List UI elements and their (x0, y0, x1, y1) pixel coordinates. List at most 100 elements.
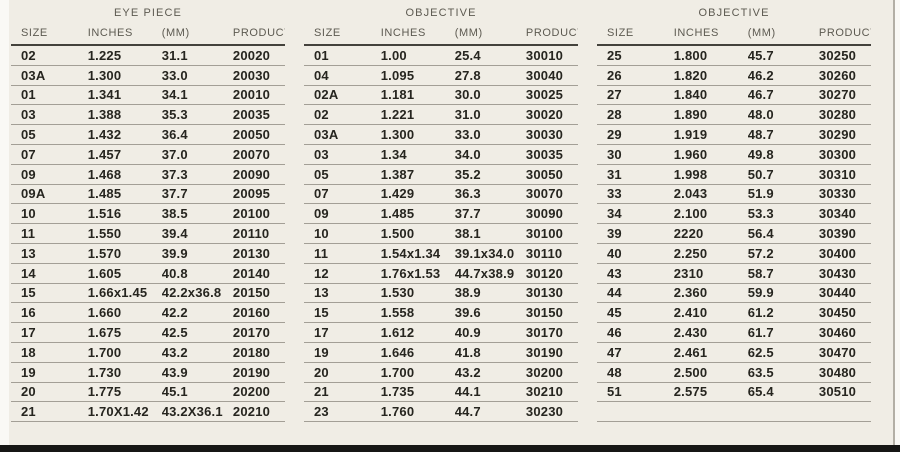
group-title: EYE PIECE (114, 7, 182, 19)
cell-size: 02A (304, 85, 381, 106)
cell-inches: 1.516 (87, 203, 162, 225)
cell-mm: 42.5 (161, 322, 233, 343)
table-row (597, 401, 871, 423)
cell-size: 01 (304, 45, 381, 66)
cell-mm: 39.6 (454, 302, 526, 324)
table-row: 17 1.675 42.5 20170 (11, 322, 285, 343)
cell-mm: 46.2 (747, 65, 819, 86)
table-row: 13 1.530 38.9 30130 (304, 283, 578, 304)
cell-inches: 1.998 (673, 164, 748, 185)
cell-size: 02 (11, 45, 88, 66)
table-row: 46 2.430 61.7 30460 (597, 322, 871, 343)
cell-size: 05 (304, 164, 381, 185)
cell-mm: 45.7 (747, 45, 819, 66)
table-group-objective-1: OBJECTIVESIZEINCHES(MM)PRODUCT#011.0025.… (304, 6, 578, 423)
cell-mm: 31.1 (161, 45, 233, 66)
cell-mm: 59.9 (747, 283, 819, 304)
table-row: 23 1.760 44.7 30230 (304, 401, 578, 423)
table-row: 21 1.735 44.1 30210 (304, 382, 578, 403)
size-tables: EYE PIECESIZEINCHES(MM)PRODUCT#021.22531… (11, 6, 871, 423)
cell-inches: 1.095 (380, 65, 455, 86)
cell-size: 23 (304, 401, 381, 423)
table-row: 07 1.457 37.0 20070 (11, 144, 285, 165)
table-row: 28 1.890 48.0 30280 (597, 104, 871, 126)
size-table: SIZEINCHES(MM)PRODUCT#011.0025.430010041… (304, 23, 578, 423)
bottom-bar (0, 445, 900, 452)
cell-size: 39 (597, 223, 674, 244)
cell-size: 10 (11, 203, 88, 225)
cell-inches: 1.735 (380, 382, 455, 403)
cell-product: 20150 (232, 283, 285, 304)
cell-size: 18 (11, 342, 88, 363)
cell-inches: 1.840 (673, 85, 748, 106)
cell-size: 05 (11, 124, 88, 145)
table-row: 05 1.387 35.2 30050 (304, 164, 578, 185)
cell-size: 07 (304, 184, 381, 205)
cell-size: 40 (597, 243, 674, 264)
cell-inches: 1.730 (87, 362, 162, 383)
cell-mm: 56.4 (747, 223, 819, 244)
cell-size: 14 (11, 263, 88, 284)
cell-product: 30210 (525, 382, 578, 403)
cell-inches: 2.360 (673, 283, 748, 304)
cell-mm: 62.5 (747, 342, 819, 363)
cell-inches: 1.387 (380, 164, 455, 185)
cell-mm: 48.0 (747, 104, 819, 126)
table-row: 20 1.700 43.2 30200 (304, 362, 578, 383)
cell-size: 21 (304, 382, 381, 403)
table-row: 51 2.575 65.4 30510 (597, 382, 871, 403)
cell-size: 16 (11, 302, 88, 324)
cell-inches: 1.221 (380, 104, 455, 126)
table-row: 09 1.485 37.7 30090 (304, 203, 578, 225)
cell-mm: 49.8 (747, 144, 819, 165)
cell-mm: 40.8 (161, 263, 233, 284)
table-row: 19 1.730 43.9 20190 (11, 362, 285, 383)
cell-product: 20190 (232, 362, 285, 383)
cell-product: 30270 (818, 85, 871, 106)
cell-size: 28 (597, 104, 674, 126)
col-header-product: PRODUCT# (232, 23, 285, 46)
cell-mm: 61.7 (747, 322, 819, 343)
cell-product: 30390 (818, 223, 871, 244)
cell-inches: 1.485 (87, 184, 162, 205)
cell-mm: 42.2x36.8 (161, 283, 233, 304)
cell-mm: 63.5 (747, 362, 819, 383)
cell-size: 47 (597, 342, 674, 363)
cell-inches: 1.500 (380, 223, 455, 244)
cell-product: 20070 (232, 144, 285, 165)
cell-mm: 45.1 (161, 382, 233, 403)
cell-inches: 1.00 (380, 45, 455, 66)
table-row: 05 1.432 36.4 20050 (11, 124, 285, 145)
table-row: 03 1.388 35.3 20035 (11, 104, 285, 126)
cell-product: 20110 (232, 223, 285, 244)
cell-size: 21 (11, 401, 88, 423)
cell-inches: 1.34 (380, 144, 455, 165)
cell-mm: 51.9 (747, 184, 819, 205)
cell-size: 27 (597, 85, 674, 106)
cell-product: 20160 (232, 302, 285, 324)
table-row: 14 1.605 40.8 20140 (11, 263, 285, 284)
cell-size: 02 (304, 104, 381, 126)
cell-product: 30130 (525, 283, 578, 304)
cell-product: 30400 (818, 243, 871, 264)
cell-mm: 46.7 (747, 85, 819, 106)
cell-mm: 37.0 (161, 144, 233, 165)
cell-inches: 1.468 (87, 164, 162, 185)
table-row: 21 1.70X1.42 43.2X36.1 20210 (11, 401, 285, 423)
cell-product: 20010 (232, 85, 285, 106)
cell-inches: 1.558 (380, 302, 455, 324)
table-row: 40 2.250 57.2 30400 (597, 243, 871, 264)
cell-inches: 1.700 (87, 342, 162, 363)
cell-size: 12 (304, 263, 381, 284)
cell-inches: 2.500 (673, 362, 748, 383)
cell-size: 20 (11, 382, 88, 403)
cell-product: 30120 (525, 263, 578, 284)
cell-product: 20140 (232, 263, 285, 284)
cell-size: 09 (304, 203, 381, 225)
cell-mm: 36.4 (161, 124, 233, 145)
cell-product: 30310 (818, 164, 871, 185)
cell-inches: 1.919 (673, 124, 748, 145)
table-row: 15 1.558 39.6 30150 (304, 302, 578, 324)
